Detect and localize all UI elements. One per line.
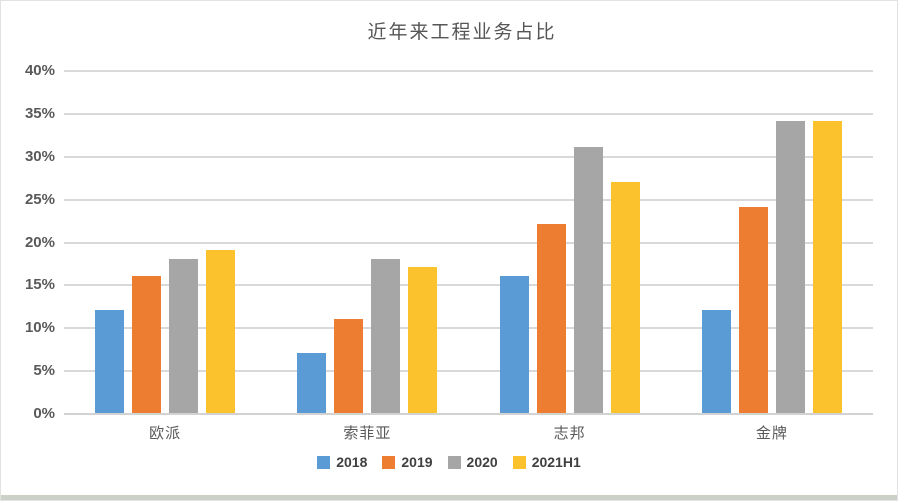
legend-item-2018: 2018 xyxy=(317,454,367,470)
x-axis-labels: 欧派 索菲亚 志邦 金牌 xyxy=(64,422,873,443)
legend-swatch-icon xyxy=(512,455,526,469)
x-tick-label: 志邦 xyxy=(553,425,586,442)
y-tick-label: 15% xyxy=(24,276,55,294)
y-tick-label: 20% xyxy=(24,233,55,251)
gridline xyxy=(64,198,873,201)
legend-label: 2020 xyxy=(466,454,498,470)
bar-2019 xyxy=(738,207,768,413)
plot-area xyxy=(64,70,873,415)
bar-2019 xyxy=(536,224,566,413)
gridline xyxy=(64,284,873,287)
bar-groups xyxy=(64,70,873,413)
bar-2018 xyxy=(95,310,125,413)
x-tick-label: 欧派 xyxy=(149,425,182,442)
bar-group xyxy=(469,70,671,413)
bar-group xyxy=(671,70,873,413)
bar-group xyxy=(64,70,266,413)
bar-2019 xyxy=(334,318,364,413)
y-tick-label: 25% xyxy=(24,190,55,208)
bar-2018 xyxy=(297,353,327,413)
gridline xyxy=(64,112,873,115)
bar-2020 xyxy=(775,121,805,413)
gridline xyxy=(64,370,873,373)
bar-2021H1 xyxy=(408,267,438,413)
legend-item-2019: 2019 xyxy=(382,454,433,470)
bar-2019 xyxy=(132,275,162,413)
y-tick-label: 0% xyxy=(33,405,55,422)
chart-title: 近年来工程业务占比 xyxy=(367,22,557,43)
gridline xyxy=(64,70,873,72)
bar-2021H1 xyxy=(812,121,842,413)
gridline xyxy=(64,413,873,415)
y-tick-label: 30% xyxy=(24,147,55,165)
y-tick-label: 35% xyxy=(24,104,55,122)
gridline xyxy=(64,327,873,330)
bar-2018 xyxy=(701,310,731,413)
bar-2020 xyxy=(573,147,603,413)
gridline xyxy=(64,155,873,158)
legend-label: 2021H1 xyxy=(531,454,581,470)
legend-swatch-icon xyxy=(447,455,461,469)
legend-label: 2019 xyxy=(401,454,433,470)
bar-group xyxy=(266,70,468,413)
y-axis-labels: 0% 5% 10% 15% 20% 25% 30% 35% 40% xyxy=(1,62,55,422)
legend-item-2021H1: 2021H1 xyxy=(512,454,581,470)
x-tick-label: 索菲亚 xyxy=(343,425,392,442)
y-tick-label: 40% xyxy=(24,62,55,79)
legend-swatch-icon xyxy=(317,455,331,469)
bar-2020 xyxy=(169,258,199,413)
gridline xyxy=(64,241,873,244)
bar-2021H1 xyxy=(206,250,236,413)
bottom-edge-strip xyxy=(1,495,897,500)
bar-2021H1 xyxy=(610,181,640,413)
bar-2018 xyxy=(499,275,529,413)
legend-label: 2018 xyxy=(336,454,368,470)
bar-2020 xyxy=(371,258,401,413)
x-tick-label: 金牌 xyxy=(755,425,788,442)
y-tick-label: 10% xyxy=(24,319,55,337)
legend: 2018 2019 2020 2021H1 xyxy=(1,454,897,470)
legend-item-2020: 2020 xyxy=(447,454,498,470)
legend-swatch-icon xyxy=(382,455,396,469)
y-tick-label: 5% xyxy=(33,362,55,380)
